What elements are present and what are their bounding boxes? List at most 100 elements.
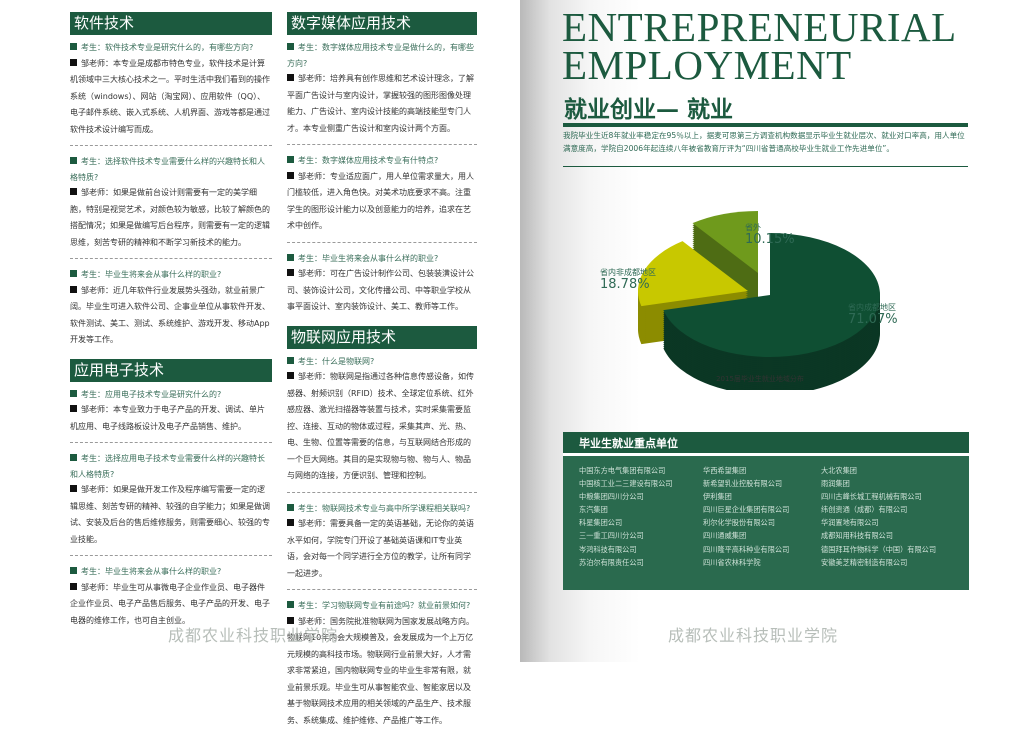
square-bullet-icon <box>287 254 294 261</box>
employer-item: 德国拜耳作物科学（中国）有限公司 <box>821 543 971 556</box>
teacher-answer: 邹老师：需要具备一定的英语基础，无论你的英语水平如何，学院专门开设了基础英语课和… <box>287 516 477 582</box>
teacher-answer: 邹老师：专业适应面广，用人单位需求量大，用人门槛较低，进入角色快。对美术功底要求… <box>287 169 477 235</box>
answer-text: 邹老师：本专业致力于电子产品的开发、调试、单片机应用、电子线路板设计及电子产品销… <box>70 405 265 431</box>
question-text: 考生：选择软件技术专业需要什么样的兴趣特长和人格特质? <box>70 157 265 182</box>
column-1: 软件技术考生：软件技术专业是研究什么的，有哪些方向? 邹老师：本专业是成都市特色专… <box>70 12 272 629</box>
student-question: 考生：物联网技术专业与高中所学课程相关联吗? <box>287 501 477 517</box>
question-text: 考生：选择应用电子技术专业需要什么样的兴趣特长和人格特质? <box>70 454 265 479</box>
answer-text: 邹老师：如果是做开发工作及程序编写需要一定的逻辑思维、刻苦专研的精神、较强的自学… <box>70 485 270 544</box>
teacher-answer: 邹老师：近几年软件行业发展势头强劲，就业前景广阔。毕业生可进入软件公司、企事业单… <box>70 283 272 349</box>
employer-item: 中粮集团四川分公司 <box>579 490 703 503</box>
employers-panel: 毕业生就业重点单位 中国东方电气集团有限公司华西希望集团大北农集团中国核工业二三… <box>563 432 969 590</box>
dashed-divider <box>70 442 272 443</box>
employer-item: 四川通威集团 <box>703 529 821 542</box>
dashed-divider <box>287 242 477 243</box>
square-bullet-icon <box>287 372 294 379</box>
question-text: 考生：学习物联网专业有前途吗？就业前景如何? <box>298 601 470 610</box>
square-bullet-icon <box>70 390 77 397</box>
square-bullet-icon <box>70 405 77 412</box>
student-question: 考生：什么是物联网? <box>287 354 477 370</box>
square-bullet-icon <box>70 567 77 574</box>
square-bullet-icon <box>70 583 77 590</box>
question-text: 考生：数字媒体应用技术专业有什特点? <box>298 156 438 165</box>
square-bullet-icon <box>287 504 294 511</box>
employer-item: 三一重工四川分公司 <box>579 529 703 542</box>
slice-label: 省外 <box>745 222 761 232</box>
square-bullet-icon <box>287 74 294 81</box>
slice-value: 18.78% <box>600 277 650 292</box>
square-bullet-icon <box>287 172 294 179</box>
employer-item: 四川古峰长城工程机械有限公司 <box>821 490 971 503</box>
answer-text: 邹老师：毕业生可从事微电子企业作业员、电子器件企业作业员、电子产品售后服务、电子… <box>70 583 270 625</box>
employer-item: 大北农集团 <box>821 464 971 477</box>
teacher-answer: 邹老师：可在广告设计制作公司、包装装潢设计公司、装饰设计公司，文化传播公司、中等… <box>287 266 477 316</box>
student-question: 考生：选择软件技术专业需要什么样的兴趣特长和人格特质? <box>70 154 272 185</box>
student-question: 考生：软件技术专业是研究什么的，有哪些方向? <box>70 40 272 56</box>
title-english-line2: EMPLOYMENT <box>562 46 957 84</box>
square-bullet-icon <box>70 43 77 50</box>
student-question: 考生：应用电子技术专业是研究什么的? <box>70 387 272 403</box>
question-text: 考生：什么是物联网? <box>298 357 374 366</box>
square-bullet-icon <box>70 188 77 195</box>
teacher-answer: 邹老师：本专业致力于电子产品的开发、调试、单片机应用、电子线路板设计及电子产品销… <box>70 402 272 435</box>
answer-text: 邹老师：本专业是成都市特色专业，软件技术是计算机领域中三大核心技术之一。平时生活… <box>70 59 270 134</box>
employer-item: 中国核工业二三建设有限公司 <box>579 477 703 490</box>
square-bullet-icon <box>70 270 77 277</box>
employer-item: 四川隆平高科种业有限公司 <box>703 543 821 556</box>
employers-list: 中国东方电气集团有限公司华西希望集团大北农集团中国核工业二三建设有限公司新希望乳… <box>563 456 969 569</box>
employers-title: 毕业生就业重点单位 <box>563 432 969 456</box>
question-text: 考生：毕业生将来会从事什么样的职业? <box>81 270 221 279</box>
employer-item: 岑鸿科技有限公司 <box>579 543 703 556</box>
answer-text: 邹老师：近几年软件行业发展势头强劲，就业前景广阔。毕业生可进入软件公司、企事业单… <box>70 286 270 345</box>
employer-item: 四川巨星企业集团有限公司 <box>703 503 821 516</box>
employer-item: 安徽美芝精密制造有限公司 <box>821 556 971 569</box>
dashed-divider <box>287 144 477 145</box>
teacher-answer: 邹老师：培养具有创作思维和艺术设计理念，了解平面广告设计与室内设计，掌握较强的图… <box>287 71 477 137</box>
question-text: 考生：数字媒体应用技术专业是做什么的，有哪些方向? <box>287 43 474 68</box>
title-chinese: 就业创业— 就业 <box>564 90 733 124</box>
employer-item: 四川省农林科学院 <box>703 556 821 569</box>
slice-value: 10.15% <box>745 232 795 247</box>
title-english-line1: ENTREPRENEURIAL <box>562 8 957 46</box>
square-bullet-icon <box>70 59 77 66</box>
answer-text: 邹老师：如果是做前台设计则需要有一定的美学细胞，特别是视觉艺术，对颜色较为敏感，… <box>70 188 270 247</box>
dashed-divider <box>287 589 477 590</box>
section-title: 软件技术 <box>70 12 272 35</box>
employer-item: 成都知用科技有限公司 <box>821 529 971 542</box>
question-text: 考生：软件技术专业是研究什么的，有哪些方向? <box>81 43 253 52</box>
employer-item: 利尔化学股份有限公司 <box>703 516 821 529</box>
teacher-answer: 邹老师：本专业是成都市特色专业，软件技术是计算机领域中三大核心技术之一。平时生活… <box>70 56 272 139</box>
slice-label: 省内非成都地区 <box>600 267 656 277</box>
employer-item: 苏泊尔有限责任公司 <box>579 556 703 569</box>
pie-chart: 省内成都地区71.07%省内非成都地区18.78%省外10.15%2015届毕业… <box>580 190 940 390</box>
square-bullet-icon <box>70 454 77 461</box>
divider <box>563 166 968 167</box>
student-question: 考生：毕业生将来会从事什么样的职业? <box>287 251 477 267</box>
employer-item: 伊利集团 <box>703 490 821 503</box>
section-title: 应用电子技术 <box>70 359 272 382</box>
employer-item: 东汽集团 <box>579 503 703 516</box>
teacher-answer: 邹老师：如果是做前台设计则需要有一定的美学细胞，特别是视觉艺术，对颜色较为敏感，… <box>70 185 272 251</box>
square-bullet-icon <box>287 601 294 608</box>
student-question: 考生：选择应用电子技术专业需要什么样的兴趣特长和人格特质? <box>70 451 272 482</box>
square-bullet-icon <box>70 286 77 293</box>
title-english: ENTREPRENEURIAL EMPLOYMENT <box>562 8 957 84</box>
slice-value: 71.07% <box>848 312 898 327</box>
square-bullet-icon <box>70 157 77 164</box>
student-question: 考生：学习物联网专业有前途吗？就业前景如何? <box>287 598 477 614</box>
teacher-answer: 邹老师：物联网是指通过各种信息传感设备，如传感器、射频识别（RFID）技术、全球… <box>287 369 477 485</box>
employer-item: 科星集团公司 <box>579 516 703 529</box>
chart-caption: 2015届毕业生就业地域分布 <box>716 374 804 383</box>
question-text: 考生：毕业生将来会从事什么样的职业? <box>298 254 438 263</box>
square-bullet-icon <box>287 357 294 364</box>
question-text: 考生：毕业生将来会从事什么样的职业? <box>81 567 221 576</box>
answer-text: 邹老师：专业适应面广，用人单位需求量大，用人门槛较低，进入角色快。对美术功底要求… <box>287 172 474 231</box>
dashed-divider <box>70 258 272 259</box>
employer-item: 纬创资通（成都）有限公司 <box>821 503 971 516</box>
student-question: 考生：数字媒体应用技术专业有什特点? <box>287 153 477 169</box>
employer-item: 新希望乳业控股有限公司 <box>703 477 821 490</box>
answer-text: 邹老师：可在广告设计制作公司、包装装潢设计公司、装饰设计公司，文化传播公司、中等… <box>287 269 474 311</box>
section-gap <box>287 316 477 326</box>
employer-item: 中国东方电气集团有限公司 <box>579 464 703 477</box>
student-question: 考生：毕业生将来会从事什么样的职业? <box>70 267 272 283</box>
